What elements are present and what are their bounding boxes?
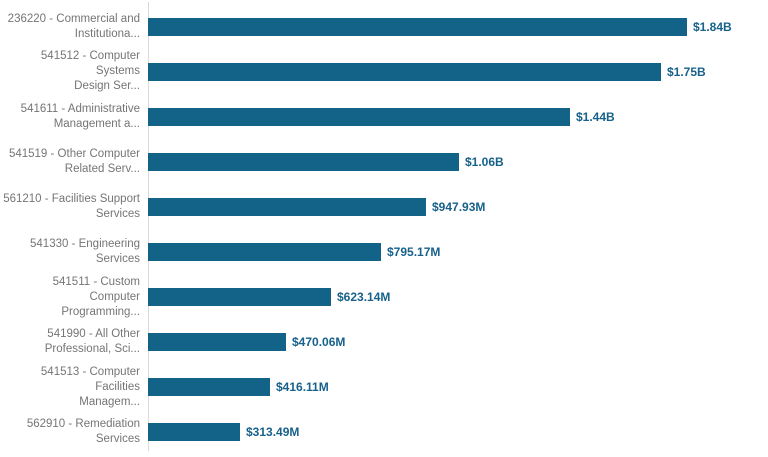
category-label-line1: 541519 - Other Computer [8,147,140,160]
bar-zone: $416.11M [148,378,768,397]
category-label-line2: Services [95,207,140,220]
bar-zone: $313.49M [148,423,768,442]
category-label-line2: Managem... [79,395,140,408]
data-bar[interactable] [148,107,570,126]
category-label-line1: 541611 - Administrative [20,102,140,115]
bar-zone: $795.17M [148,243,768,262]
category-label-line2: Related Serv... [64,162,140,175]
chart-rows: 236220 - Commercial and Institutiona... $1… [0,4,768,455]
chart-row: 562910 - Remediation Services $313.49M [0,410,768,455]
chart-row: 541990 - All Other Professional, Sci... $4… [0,320,768,365]
category-label-line1: 541511 - Custom Computer [52,275,140,303]
bar-zone: $947.93M [148,197,768,216]
category-label: 541512 - Computer Systems Design Ser... [0,49,140,94]
chart-row: 541330 - Engineering Services $795.17M [0,229,768,274]
data-bar[interactable] [148,333,286,352]
category-label-line1: 562910 - Remediation [26,418,140,431]
chart-row: 541511 - Custom Computer Programming... $6… [0,275,768,320]
value-label: $416.11M [276,380,329,395]
data-bar[interactable] [148,243,381,262]
category-label: 236220 - Commercial and Institutiona... [0,12,140,42]
value-label: $1.44B [576,109,615,124]
category-label: 562910 - Remediation Services [0,417,140,447]
category-label-line2: Professional, Sci... [44,343,140,356]
category-label: 541519 - Other Computer Related Serv... [0,147,140,177]
category-label-line1: 541330 - Engineering [30,238,140,251]
chart-row: 561210 - Facilities Support Services $947.… [0,184,768,229]
bar-zone: $470.06M [148,333,768,352]
category-label-line2: Design Ser... [74,80,140,93]
category-label-line2: Management a... [53,117,140,130]
chart-row: 541512 - Computer Systems Design Ser... $1… [0,49,768,94]
bar-zone: $623.14M [148,288,768,307]
value-label: $947.93M [432,199,486,214]
category-label: 541511 - Custom Computer Programming... [0,275,140,320]
chart-row: 541611 - Administrative Management a... $1… [0,94,768,139]
category-label-line2: Services [95,253,140,266]
category-label-line1: 541512 - Computer Systems [40,50,140,78]
data-bar[interactable] [148,197,426,216]
value-label: $1.06B [465,154,504,169]
value-label: $795.17M [387,245,441,260]
category-label-line2: Programming... [61,305,140,318]
bar-zone: $1.75B [148,62,768,81]
bar-zone: $1.44B [148,107,768,126]
value-label: $623.14M [337,290,391,305]
value-label: $1.75B [667,64,706,79]
chart-row: 541519 - Other Computer Related Serv... $1… [0,139,768,184]
data-bar[interactable] [148,152,459,171]
category-label: 561210 - Facilities Support Services [0,192,140,222]
category-label: 541513 - Computer Facilities Managem... [0,365,140,410]
chart-row: 541513 - Computer Facilities Managem... $4… [0,365,768,410]
y-axis-line [148,2,149,451]
category-label: 541330 - Engineering Services [0,237,140,267]
category-label-line1: 541513 - Computer Facilities [40,365,140,393]
category-label-line2: Services [95,433,140,446]
category-label-line1: 236220 - Commercial and [7,12,140,25]
value-label: $313.49M [246,425,300,440]
data-bar[interactable] [148,17,687,36]
data-bar[interactable] [148,423,240,442]
category-label: 541990 - All Other Professional, Sci... [0,327,140,357]
value-label: $470.06M [292,335,346,350]
value-label: $1.84B [693,19,732,34]
data-bar[interactable] [148,62,661,81]
bar-zone: $1.84B [148,17,768,36]
data-bar[interactable] [148,288,331,307]
category-label-line1: 561210 - Facilities Support [3,192,140,205]
category-label: 541611 - Administrative Management a... [0,102,140,132]
chart-row: 236220 - Commercial and Institutiona... $1… [0,4,768,49]
category-label-line2: Institutiona... [74,27,140,40]
bar-zone: $1.06B [148,152,768,171]
category-label-line1: 541990 - All Other [47,328,140,341]
data-bar[interactable] [148,378,270,397]
